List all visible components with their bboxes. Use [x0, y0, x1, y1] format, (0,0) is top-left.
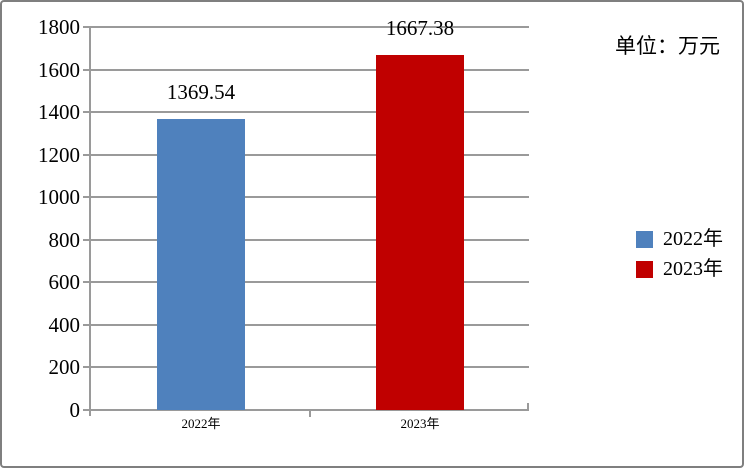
value-label-2023年: 1667.38 [385, 16, 455, 40]
bar-2023年 [376, 55, 464, 410]
y-axis-tick [83, 111, 91, 113]
legend-label: 2023年 [663, 258, 723, 280]
category-label-2023年: 2023年 [400, 416, 440, 431]
y-tick-label: 600 [48, 270, 81, 294]
legend-swatch-icon [636, 260, 653, 278]
gridline [91, 26, 529, 28]
gridline [91, 366, 529, 368]
gridline [91, 196, 529, 198]
x-axis-tick [309, 411, 311, 417]
gridline [91, 111, 529, 113]
legend-swatch-icon [636, 230, 653, 248]
gridline [91, 324, 529, 326]
y-axis-tick [83, 26, 91, 28]
y-axis-line [89, 26, 91, 416]
gridline [91, 154, 529, 156]
y-tick-label: 0 [69, 398, 81, 422]
y-axis-tick [83, 196, 91, 198]
unit-label: 单位：万元 [615, 34, 720, 58]
y-axis-tick [83, 69, 91, 71]
y-axis-tick [83, 409, 91, 411]
y-axis-tick [83, 281, 91, 283]
y-axis-tick [83, 239, 91, 241]
legend-label: 2022年 [663, 228, 723, 250]
gridline [91, 69, 529, 71]
y-tick-label: 1400 [38, 100, 80, 124]
y-axis-tick [83, 366, 91, 368]
x-axis-line [89, 409, 529, 411]
bar-2022年 [157, 119, 245, 410]
y-tick-label: 1800 [38, 15, 80, 39]
y-tick-label: 400 [48, 313, 81, 337]
y-tick-label: 200 [48, 355, 81, 379]
gridline [91, 239, 529, 241]
y-axis-tick [83, 324, 91, 326]
y-tick-label: 1600 [38, 58, 80, 82]
y-axis-tick [83, 154, 91, 156]
y-tick-label: 1000 [38, 185, 80, 209]
y-tick-label: 1200 [38, 143, 80, 167]
value-label-2022年: 1369.54 [166, 80, 236, 104]
y-tick-label: 800 [48, 228, 81, 252]
legend-item-2023年: 2023年 [636, 258, 723, 280]
category-label-2022年: 2022年 [181, 416, 221, 431]
gridline [91, 281, 529, 283]
legend-item-2022年: 2022年 [636, 228, 723, 250]
x-axis-end-tick [527, 403, 529, 409]
